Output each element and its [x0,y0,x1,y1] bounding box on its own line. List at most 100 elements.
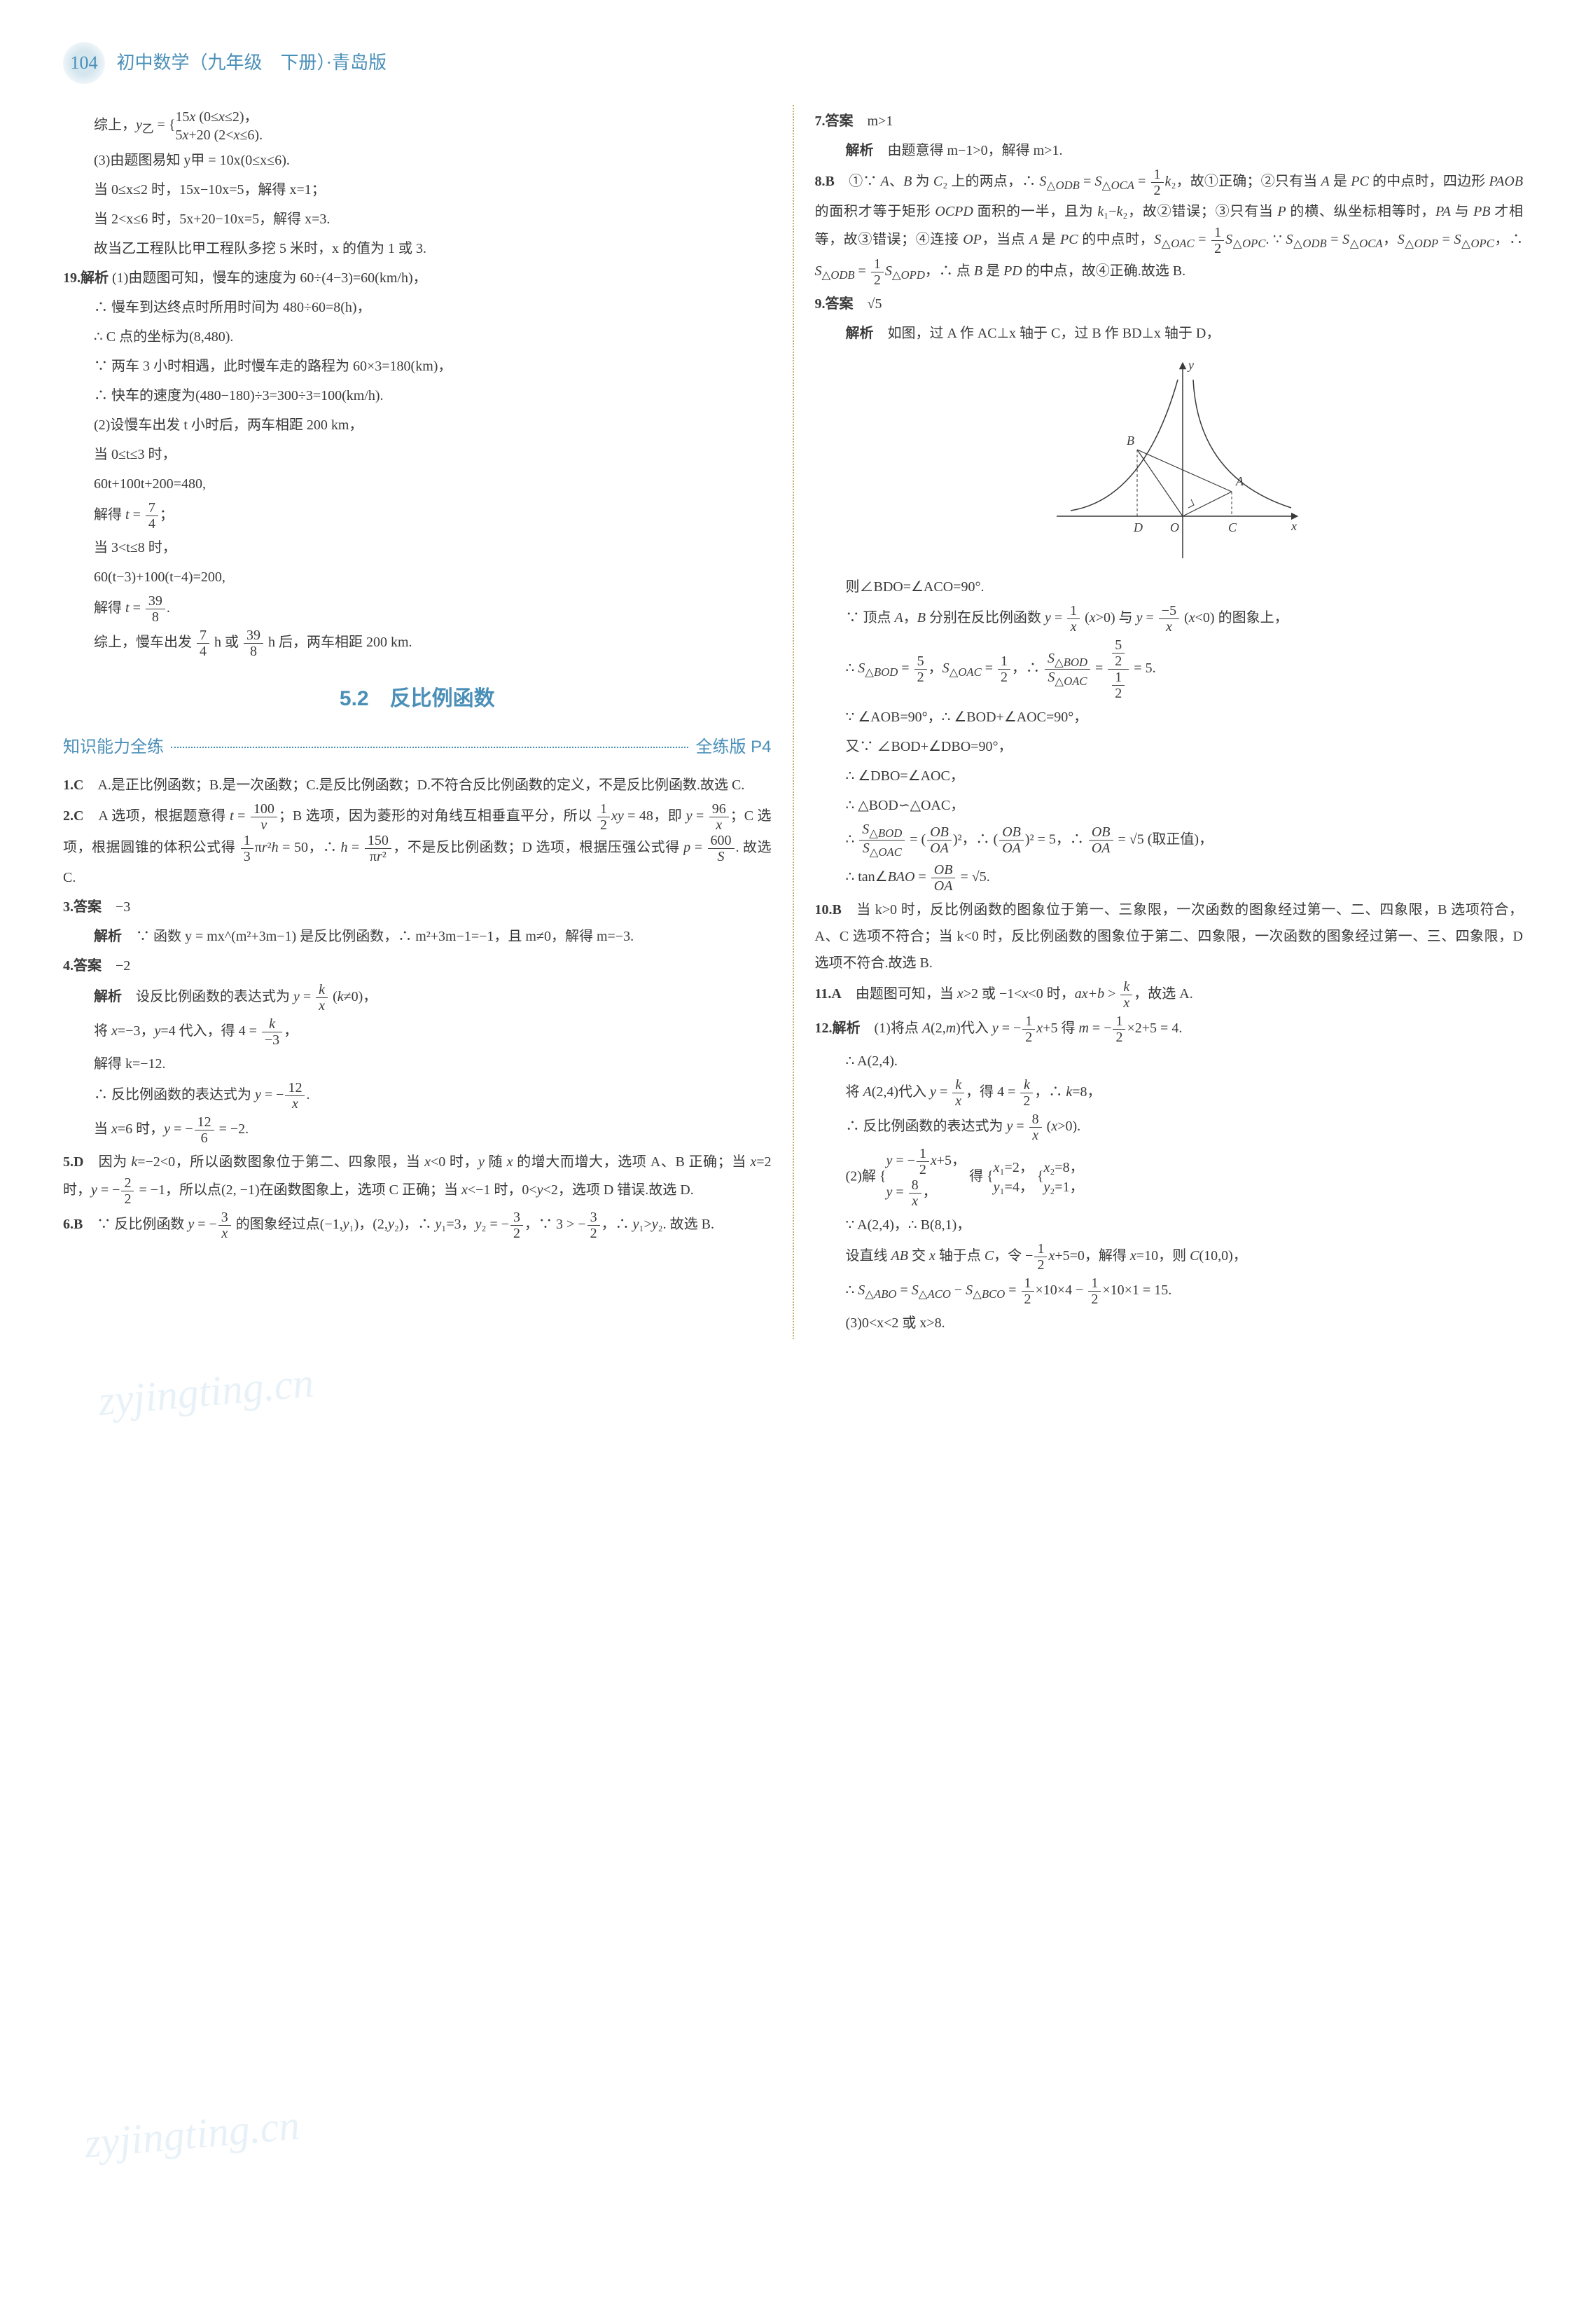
svg-text:C: C [1228,520,1237,534]
watermark: zyjingting.cn [81,2085,303,2183]
q4-line: 将 x=−3，y=4 代入，得 4 = k−3， [63,1016,772,1048]
q5: 5.D 因为 k=−2<0，所以函数图象位于第二、四象限，当 x<0 时，y 随… [63,1149,772,1207]
q4-line: ∴ 反比例函数的表达式为 y = −12x. [63,1080,772,1112]
q9: 9.答案 √5 [815,291,1524,317]
q1-text: A.是正比例函数；B.是一次函数；C.是反比例函数；D.不符合反比例函数的定义，… [97,777,744,793]
q12-line: 将 A(2,4)代入 y = kx，得 4 = k2，∴ k=8， [815,1077,1524,1109]
svg-text:A: A [1235,474,1244,488]
q3: 3.答案 −3 [63,894,772,920]
q3-label: 3.答案 [63,899,102,915]
q19-label: 19.解析 [63,270,109,286]
q2-label: 2.C [63,808,83,824]
q4-line: 当 x=6 时，y = −126 = −2. [63,1114,772,1146]
q12-line: ∴ A(2,4). [815,1048,1524,1074]
svg-text:D: D [1133,520,1143,534]
svg-text:x: x [1291,519,1297,533]
q19-line: ∵ 两车 3 小时相遇，此时慢车走的路程为 60×3=180(km)， [63,353,772,380]
q19-line: ∴ 慢车到达终点时所用时间为 480÷60=8(h)， [63,294,772,321]
q9-line: ∴ ∠DBO=∠AOC， [815,763,1524,789]
q4-analysis-label-row: 解析 设反比例函数的表达式为 y = kx (k≠0)， [63,982,772,1014]
dotted-leader [171,747,688,748]
intro-line: 当 0≤x≤2 时，15x−10x=5，解得 x=1； [63,177,772,203]
q19-line: 60t+100t+200=480, [63,471,772,497]
section-title: 5.2 反比例函数 [63,679,772,719]
q10-label: 10.B [815,902,842,918]
q9-analysis-label: 解析 [846,326,874,341]
q10-text: 当 k>0 时，反比例函数的图象位于第一、三象限，一次函数的图象经过第一、二、四… [815,902,1524,971]
left-column: 综上，y乙 = {15x (0≤x≤2)，5x+20 (2<x≤6). (3)由… [63,105,772,1339]
q9-line: ∵ 顶点 A，B 分别在反比例函数 y = 1x (x>0) 与 y = −5x… [815,603,1524,635]
q19-line: 当 0≤t≤3 时， [63,441,772,468]
q1-label: 1.C [63,777,83,793]
q19-line: ∴ C 点的坐标为(8,480). [63,324,772,350]
q12-line: 设直线 AB 交 x 轴于点 C，令 −12x+5=0，解得 x=10，则 C(… [815,1241,1524,1273]
column-divider [793,105,794,1339]
q19-line: 综上，慢车出发 74 h 或 398 h 后，两车相距 200 km. [63,628,772,659]
q9-line: 则∠BDO=∠ACO=90°. [815,574,1524,600]
q2: 2.C A 选项，根据题意得 t = 100v；B 选项，因为菱形的对角线互相垂… [63,801,772,891]
q4-line: 解得 k=−12. [63,1051,772,1077]
q4-label: 4.答案 [63,958,102,974]
q19-line: (1)由题图可知，慢车的速度为 60÷(4−3)=60(km/h)， [112,270,427,286]
q7-label: 7.答案 [815,113,854,129]
content-columns: 综上，y乙 = {15x (0≤x≤2)，5x+20 (2<x≤6). (3)由… [63,105,1523,1339]
q12-line: ∴ S△ABO = S△ACO − S△BCO = 12×10×4 − 12×1… [815,1275,1524,1307]
watermark: zyjingting.cn [95,1343,317,1441]
q9-analysis-intro: 解析 如图，过 A 作 AC⊥x 轴于 C，过 B 作 BD⊥x 轴于 D， [815,320,1524,347]
q7: 7.答案 m>1 [815,108,1524,134]
q12-label: 12.解析 [815,1021,861,1036]
page-header: 104 初中数学（九年级 下册）·青岛版 [63,42,1523,84]
q9-graph: x y A B C D O [1036,355,1302,565]
q8-label: 8.B [815,174,835,189]
q19-line: 解得 t = 398. [63,593,772,625]
practice-header-left: 知识能力全练 [63,731,164,763]
practice-header-right: 全练版 P4 [695,731,771,763]
q9-line: ∴ S△BODS△OAC = (OBOA)²，∴ (OBOA)² = 5，∴ O… [815,822,1524,859]
q12-line: (3)0<x<2 或 x>8. [815,1310,1524,1336]
q19-line: 60(t−3)+100(t−4)=200, [63,564,772,590]
q10: 10.B 当 k>0 时，反比例函数的图象位于第一、三象限，一次函数的图象经过第… [815,897,1524,976]
svg-text:y: y [1187,358,1194,372]
q3-analysis-label: 解析 [94,929,122,944]
q9-line: ∴ S△BOD = 52，S△OAC = 12，∴ S△BODS△OAC = 5… [815,637,1524,701]
q3-analysis-text: ∵ 函数 y = mx^(m²+3m−1) 是反比例函数，∴ m²+3m−1=−… [136,929,634,944]
q12-line: ∴ 反比例函数的表达式为 y = 8x (x>0). [815,1112,1524,1143]
q3-answer: −3 [116,899,130,915]
q12-line: ∵ A(2,4)，∴ B(8,1)， [815,1212,1524,1238]
right-column: 7.答案 m>1 解析 由题意得 m−1>0，解得 m>1. 8.B ①∵ A、… [815,105,1524,1339]
svg-text:B: B [1127,434,1134,448]
q19-line: 当 3<t≤8 时， [63,534,772,561]
q4: 4.答案 −2 [63,953,772,979]
q9-line: ∵ ∠AOB=90°，∴ ∠BOD+∠AOC=90°， [815,704,1524,731]
q19-line: 解得 t = 74； [63,500,772,532]
q19-line: (2)设慢车出发 t 小时后，两车相距 200 km， [63,412,772,438]
q19: 19.解析 (1)由题图可知，慢车的速度为 60÷(4−3)=60(km/h)， [63,265,772,291]
practice-header: 知识能力全练 全练版 P4 [63,731,772,763]
q4-answer: −2 [116,958,130,974]
intro-line: 当 2<x≤6 时，5x+20−10x=5，解得 x=3. [63,206,772,233]
q12: 12.解析 (1)将点 A(2,m)代入 y = −12x+5 得 m = −1… [815,1014,1524,1045]
intro-line: 故当乙工程队比甲工程队多挖 5 米时，x 的值为 1 或 3. [63,235,772,262]
q5-label: 5.D [63,1154,83,1170]
q1: 1.C A.是正比例函数；B.是一次函数；C.是反比例函数；D.不符合反比例函数… [63,772,772,798]
q9-line: 又∵ ∠BOD+∠DBO=90°， [815,733,1524,760]
q6: 6.B ∵ 反比例函数 y = −3x 的图象经过点(−1,y₁)，(2,y₂)… [63,1210,772,1241]
q8: 8.B ①∵ A、B 为 C₂ 上的两点，∴ S△ODB = S△OCA = 1… [815,167,1524,288]
q9-analysis-intro-text: 如图，过 A 作 AC⊥x 轴于 C，过 B 作 BD⊥x 轴于 D， [888,326,1220,341]
header-text: 初中数学（九年级 下册）·青岛版 [117,53,387,73]
q9-label: 9.答案 [815,296,854,312]
intro-line: (3)由题图易知 y甲 = 10x(0≤x≤6). [63,147,772,174]
q9-line: ∴ tan∠BAO = OBOA = √5. [815,862,1524,894]
q7-analysis: 解析 由题意得 m−1>0，解得 m>1. [815,137,1524,164]
intro-line: 综上，y乙 = {15x (0≤x≤2)，5x+20 (2<x≤6). [63,108,772,144]
q11-label: 11.A [815,986,842,1002]
q7-analysis-label: 解析 [846,143,874,158]
q19-line: ∴ 快车的速度为(480−180)÷3=300÷3=100(km/h). [63,382,772,409]
q3-analysis: 解析 ∵ 函数 y = mx^(m²+3m−1) 是反比例函数，∴ m²+3m−… [63,923,772,950]
q11: 11.A 由题图可知，当 x>2 或 −1<x<0 时，ax+b > kx，故选… [815,979,1524,1011]
q7-answer: m>1 [868,113,893,129]
q7-analysis-text: 由题意得 m−1>0，解得 m>1. [888,143,1063,158]
q4-analysis-label: 解析 [94,989,122,1004]
page-number: 104 [63,42,105,84]
q9-line: ∴ △BOD∽△OAC， [815,792,1524,819]
